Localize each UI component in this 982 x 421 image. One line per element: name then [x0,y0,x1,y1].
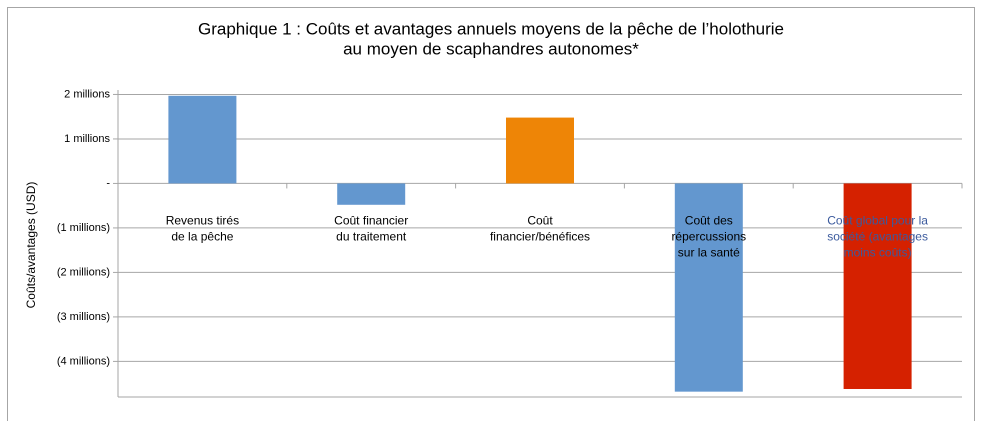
x-tick-label: financier/bénéfices [490,230,590,244]
bar [168,95,237,184]
y-tick-label: 2 millions [64,88,110,100]
y-tick-label: (1 millions) [57,222,110,234]
x-tick-label: Revenus tirés [166,214,239,228]
x-tick-label: Coût global pour la [827,214,928,228]
y-tick-label: 1 millions [64,133,110,145]
bar [506,117,574,184]
bar [843,183,912,389]
chart-frame [7,7,975,421]
chart-title: au moyen de scaphandres autonomes* [343,39,639,58]
x-tick-label: Coût [527,214,553,228]
x-tick-label: société (avantages [827,230,928,244]
bar [337,183,406,205]
x-tick-label: de la pêche [171,230,233,244]
x-tick-label: du traitement [336,230,407,244]
y-axis-label: Coûts/avantages (USD) [24,182,38,309]
y-tick-label: (3 millions) [57,311,110,323]
x-tick-label: Coût des [685,214,733,228]
y-tick-label: - [106,177,110,189]
y-tick-label: (2 millions) [57,266,110,278]
y-tick-label: (4 millions) [57,355,110,367]
x-tick-label: Coût financier [334,214,408,228]
chart-title: Graphique 1 : Coûts et avantages annuels… [198,19,784,38]
x-tick-label: sur la santé [678,246,740,260]
x-tick-label: répercussions [671,230,746,244]
bar [674,183,743,392]
x-tick-label: moins coûts) [844,246,912,260]
